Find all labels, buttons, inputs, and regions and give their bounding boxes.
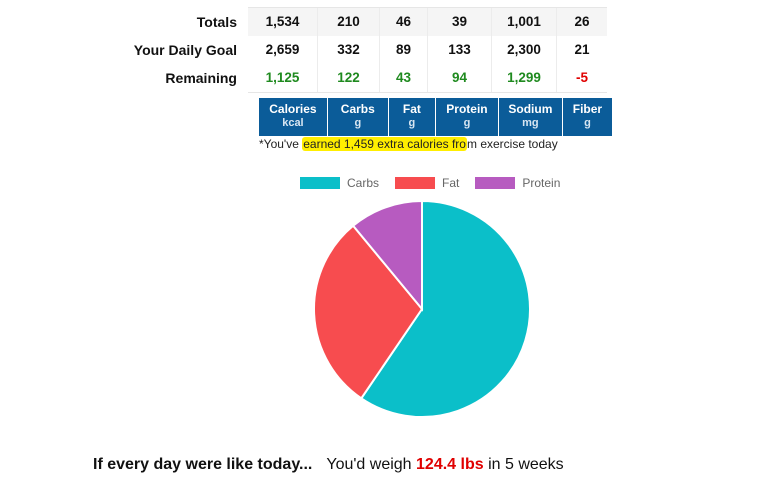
column-header-fat: Fat g	[388, 98, 436, 136]
column-header-calories: Calories kcal	[259, 98, 328, 136]
column-name: Sodium	[508, 102, 553, 116]
projected-weight: 124.4 lbs	[416, 456, 484, 473]
goal-protein: 133	[428, 35, 492, 64]
legend-label: Protein	[522, 176, 561, 190]
totals-protein: 39	[428, 8, 492, 36]
column-header-protein: Protein g	[436, 98, 499, 136]
remaining-row: Remaining 1,125 122 43 94 1,299 -5	[0, 63, 612, 93]
column-name: Carbs	[340, 102, 375, 116]
chart-legend: Carbs Fat Protein	[300, 176, 576, 190]
goal-calories: 2,659	[248, 35, 318, 64]
column-unit: mg	[522, 117, 539, 129]
daily-goal-row: Your Daily Goal 2,659 332 89 133 2,300 2…	[0, 35, 612, 65]
legend-swatch	[300, 177, 340, 189]
note-highlighted-text: earned 1,459 extra calories fro	[302, 137, 467, 151]
legend-label: Fat	[442, 176, 460, 190]
legend-swatch	[475, 177, 516, 189]
row-label: Your Daily Goal	[133, 42, 237, 58]
column-name: Protein	[446, 102, 488, 116]
legend-label: Carbs	[347, 176, 380, 190]
column-unit: g	[584, 117, 591, 129]
goal-fiber: 21	[557, 35, 607, 64]
totals-sodium: 1,001	[492, 8, 557, 36]
legend-item-fat[interactable]: Fat	[395, 176, 459, 190]
column-unit: kcal	[282, 117, 304, 129]
remaining-carbs: 122	[318, 63, 380, 92]
column-name: Calories	[269, 102, 317, 116]
pie-chart-svg	[313, 199, 531, 418]
projection-lead: If every day were like today...	[93, 456, 313, 473]
remaining-protein: 94	[428, 63, 492, 92]
macro-pie-chart	[300, 195, 545, 425]
totals-table: Totals 1,534 210 46 39 1,001 26 Your Dai…	[0, 7, 613, 136]
column-unit: g	[408, 117, 416, 129]
goal-sodium: 2,300	[492, 35, 557, 64]
goal-fat: 89	[380, 35, 428, 64]
row-label: Remaining	[165, 70, 237, 86]
pie-slice-carbs[interactable]	[359, 199, 531, 418]
totals-fat: 46	[380, 8, 428, 36]
legend-swatch	[395, 177, 436, 189]
pie-slice-fat[interactable]	[313, 224, 424, 400]
column-unit: g	[463, 117, 471, 129]
column-header-sodium: Sodium mg	[498, 98, 563, 136]
row-label: Totals	[196, 14, 237, 30]
totals-fiber: 26	[557, 8, 607, 36]
column-unit: g	[354, 117, 362, 129]
column-header-row: Calories kcal Carbs g Fat g Protein g So…	[259, 98, 613, 136]
projection-text-after: in 5 weeks	[483, 456, 564, 473]
column-name: Fiber	[572, 102, 603, 116]
legend-item-carbs[interactable]: Carbs	[300, 176, 379, 190]
exercise-calories-note: *You've earned 1,459 extra calories from…	[259, 137, 558, 151]
totals-carbs: 210	[318, 8, 380, 36]
remaining-fiber: -5	[557, 63, 607, 92]
totals-row: Totals 1,534 210 46 39 1,001 26	[0, 7, 612, 37]
projection-text-before: You'd weigh	[326, 456, 417, 473]
totals-calories: 1,534	[248, 8, 318, 36]
goal-carbs: 332	[318, 35, 380, 64]
note-prefix: *You've	[259, 137, 303, 151]
note-suffix: m exercise today	[466, 137, 558, 151]
column-header-carbs: Carbs g	[327, 98, 389, 136]
remaining-fat: 43	[380, 63, 428, 92]
remaining-calories: 1,125	[248, 63, 318, 92]
column-header-fiber: Fiber g	[562, 98, 613, 136]
legend-item-protein[interactable]: Protein	[475, 176, 560, 190]
pie-slice-protein[interactable]	[351, 199, 423, 312]
weight-projection: If every day were like today... You'd wei…	[93, 456, 564, 474]
column-name: Fat	[402, 102, 421, 116]
remaining-sodium: 1,299	[492, 63, 557, 92]
